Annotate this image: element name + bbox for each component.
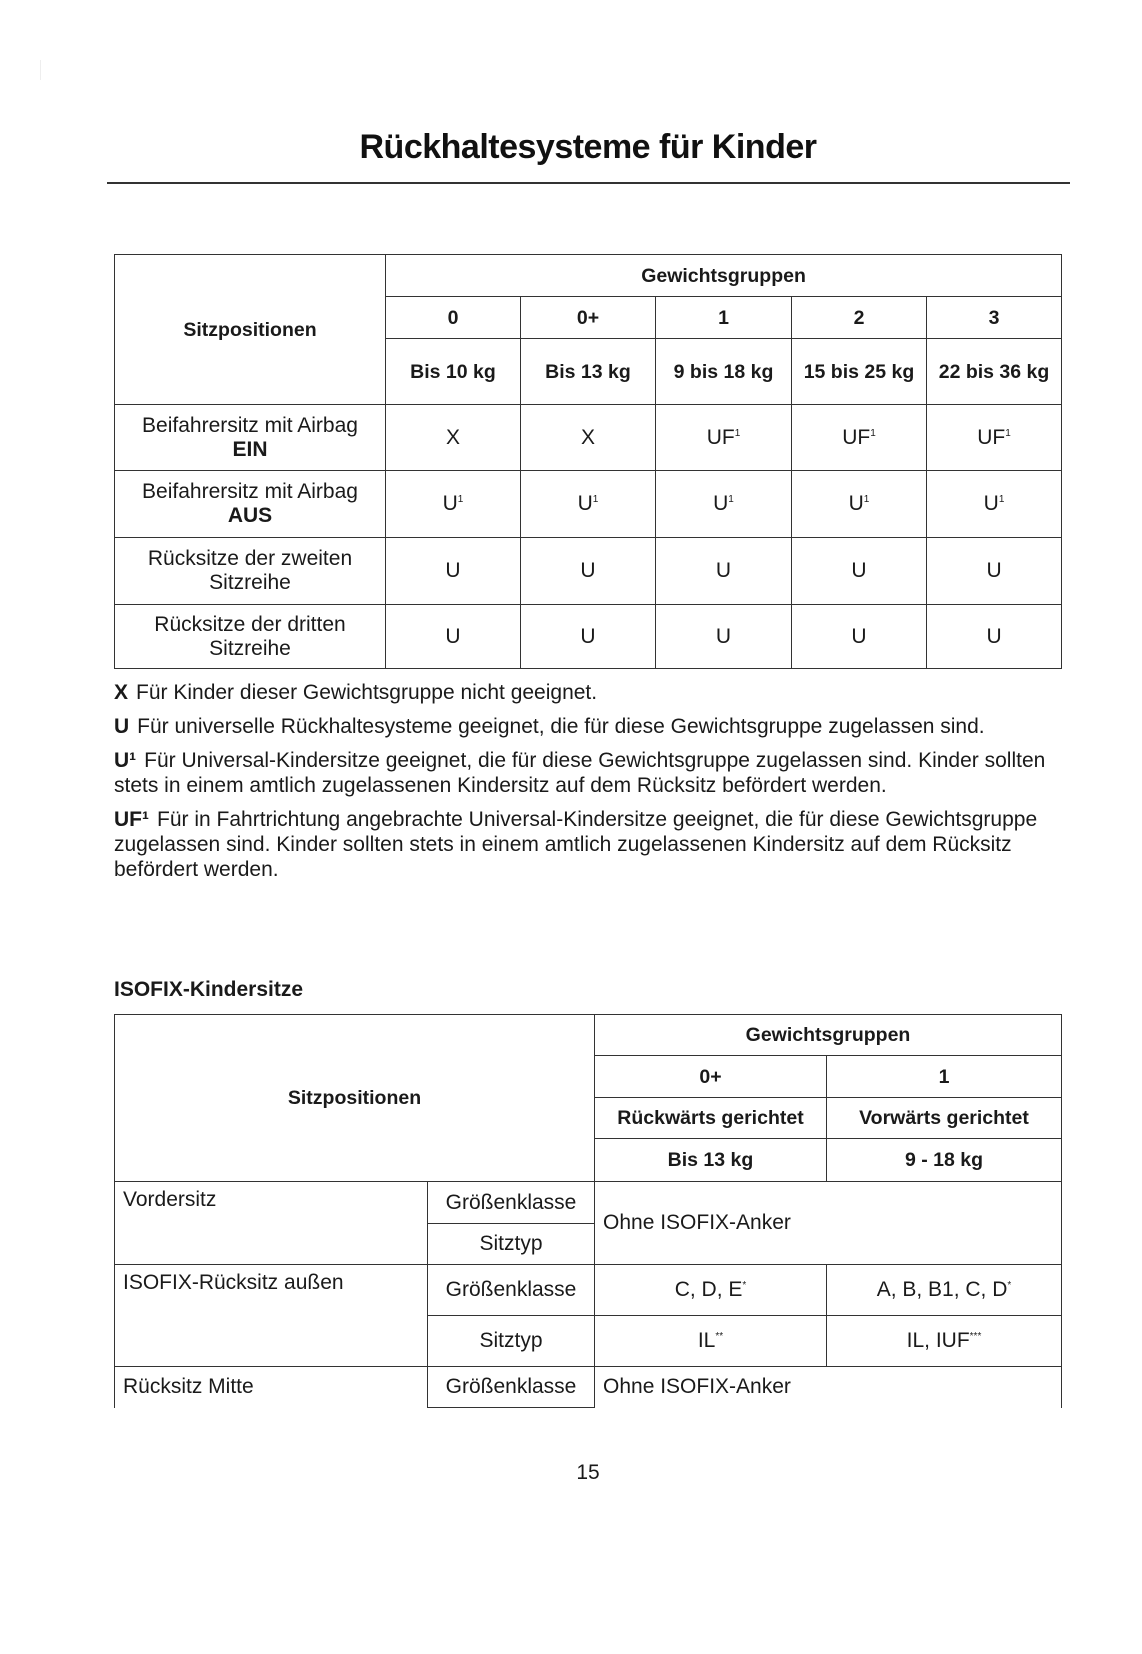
table-cell: X	[520, 404, 656, 471]
group-header: 1	[655, 296, 792, 339]
row-label: Rücksitze der zweiten Sitzreihe	[114, 537, 386, 605]
table-cell: U1	[791, 470, 927, 538]
aussen-st-1: IL, IUF***	[826, 1315, 1062, 1367]
group-1: 1	[826, 1055, 1062, 1098]
groessenklasse-label: Größenklasse	[427, 1264, 595, 1316]
table-row: Beifahrersitz mit Airbag EIN X X UF1 UF1 UF1	[114, 404, 1063, 471]
group-header: 2	[791, 296, 927, 339]
table-cell: UF1	[655, 404, 792, 471]
row-label: Beifahrersitz mit Airbag AUS	[114, 470, 386, 538]
table-cell: U	[655, 537, 792, 605]
weight-header: Bis 13 kg	[520, 338, 656, 405]
vordersitz-value: Ohne ISOFIX-Anker	[594, 1181, 1062, 1265]
direction-rear: Rückwärts gerichtet	[594, 1097, 827, 1139]
table-cell: U	[791, 537, 927, 605]
weight-header: 15 bis 25 kg	[791, 338, 927, 405]
legend-item: UF¹ Für in Fahrtrichtung angebrachte Univ…	[114, 808, 1038, 881]
scan-mark	[40, 60, 41, 80]
table-cell: U	[385, 604, 521, 669]
weight-0plus: Bis 13 kg	[594, 1138, 827, 1182]
table-row: Beifahrersitz mit Airbag AUS U1 U1 U1 U1 U1	[114, 470, 1063, 538]
table-cell: U1	[520, 470, 656, 538]
sitztyp-label: Sitztyp	[427, 1223, 595, 1265]
group-header: 3	[925, 296, 1063, 339]
table-cell: UF1	[791, 404, 927, 471]
direction-forward: Vorwärts gerichtet	[826, 1097, 1062, 1139]
isofix-gewichtsgruppen-header: Gewichtsgruppen	[594, 1014, 1062, 1056]
table-cell: U1	[655, 470, 792, 538]
isofix-sitzpositionen-header: Sitzpositionen	[114, 1014, 595, 1182]
aussen-gk-1: A, B, B1, C, D*	[826, 1264, 1062, 1316]
group-header: 0+	[520, 296, 656, 339]
row-label: Rücksitze der dritten Sitzreihe	[114, 604, 386, 669]
table-cell: U	[925, 537, 1063, 605]
sitztyp-label: Sitztyp	[427, 1315, 595, 1367]
table-cell: U1	[925, 470, 1063, 538]
group-0plus: 0+	[594, 1055, 827, 1098]
table-cell: UF1	[925, 404, 1063, 471]
gewichtsgruppen-header: Gewichtsgruppen	[384, 254, 1063, 297]
table-cell: U	[520, 604, 656, 669]
weight-header: Bis 10 kg	[385, 338, 521, 405]
mitte-value: Ohne ISOFIX-Anker	[594, 1366, 1062, 1408]
vordersitz-label: Vordersitz	[114, 1181, 428, 1265]
mitte-label: Rücksitz Mitte	[114, 1366, 428, 1408]
table-cell: U1	[385, 470, 521, 538]
groessenklasse-label: Größenklasse	[427, 1181, 595, 1224]
isofix-heading: ISOFIX-Kindersitze	[114, 978, 304, 1001]
sitzpositionen-header: Sitzpositionen	[114, 254, 386, 405]
page-title: Rückhaltesysteme für Kinder	[359, 128, 818, 166]
legend: X Für Kinder dieser Gewichtsgruppe nicht …	[114, 680, 1074, 891]
legend-item: X Für Kinder dieser Gewichtsgruppe nicht …	[114, 681, 598, 704]
table-cell: X	[385, 404, 521, 471]
table-cell: U	[791, 604, 927, 669]
weight-header: 9 bis 18 kg	[655, 338, 792, 405]
page-number: 15	[576, 1461, 600, 1484]
table-cell: U	[520, 537, 656, 605]
group-header: 0	[385, 296, 521, 339]
legend-item: U Für universelle Rückhaltesysteme geeign…	[114, 715, 985, 738]
title-divider	[107, 182, 1070, 184]
aussen-label: ISOFIX-Rücksitz außen	[114, 1264, 428, 1367]
aussen-gk-0plus: C, D, E*	[594, 1264, 827, 1316]
table-cell: U	[655, 604, 792, 669]
table-cell: U	[385, 537, 521, 605]
aussen-st-0plus: IL**	[594, 1315, 827, 1367]
table-row: Rücksitze der dritten Sitzreihe U U U U U	[114, 604, 1063, 669]
legend-item: U¹ Für Universal-Kindersitze geeignet, di…	[114, 749, 1046, 797]
weight-header: 22 bis 36 kg	[925, 338, 1063, 405]
table-cell: U	[925, 604, 1063, 669]
table-row: Rücksitze der zweiten Sitzreihe U U U U U	[114, 537, 1063, 605]
row-label: Beifahrersitz mit Airbag EIN	[114, 404, 386, 471]
isofix-table: Sitzpositionen Gewichtsgruppen 0+ 1 Rückw…	[114, 1014, 1062, 1408]
groessenklasse-label: Größenklasse	[427, 1366, 595, 1408]
weight-group-table: Sitzpositionen Gewichtsgruppen 0 0+ 1 2 3 Bi…	[114, 254, 1063, 669]
weight-1: 9 - 18 kg	[826, 1138, 1062, 1182]
